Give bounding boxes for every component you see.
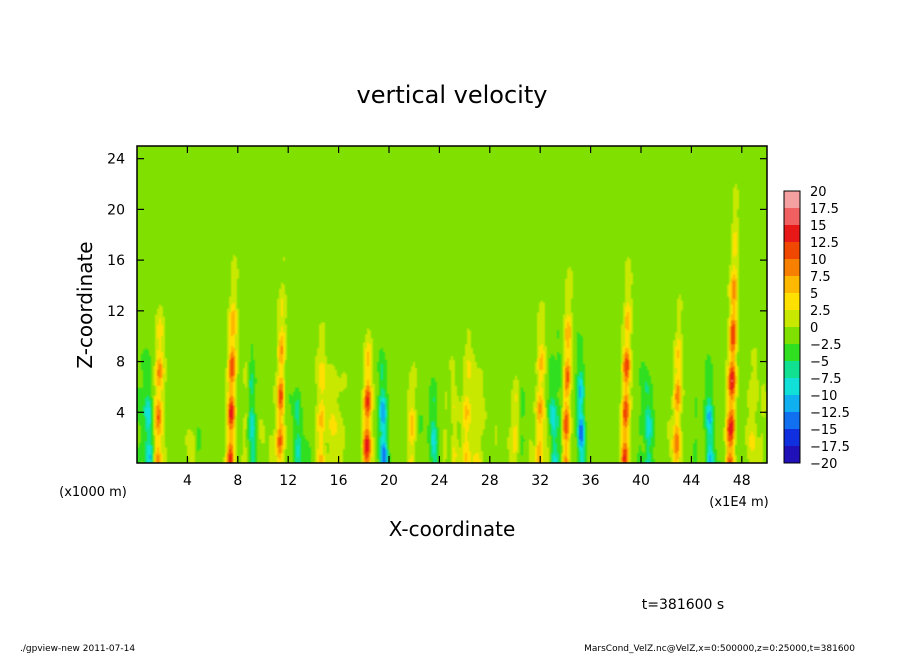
y-tick-label: 12: [107, 304, 125, 320]
colorbar-segment: [784, 242, 800, 260]
x-tick-label: 40: [632, 473, 650, 489]
colorbar-segment: [784, 378, 800, 396]
colorbar-frame: [783, 190, 801, 464]
colorbar-segment: [784, 208, 800, 226]
colorbar-segment: [784, 276, 800, 294]
y-tick-label: 16: [107, 253, 125, 269]
x-tick-label: 48: [733, 473, 751, 489]
colorbar-label: −17.5: [810, 440, 850, 455]
footer-left: ./gpview-new 2011-07-14: [20, 644, 135, 654]
x-tick-label: 8: [233, 473, 242, 489]
colorbar-segment: [784, 191, 800, 209]
y-axis-ticks: 4 8 12 16 20 24: [107, 152, 767, 421]
y-tick-label: 24: [107, 152, 125, 168]
colorbar-segment: [784, 225, 800, 243]
colorbar-label: −10: [810, 389, 837, 404]
colorbar-label: −2.5: [810, 338, 842, 353]
colorbar: [783, 190, 801, 464]
heatmap-field: [137, 146, 767, 463]
plot-area: [136, 145, 768, 464]
y-tick-label: 8: [116, 355, 125, 371]
colorbar-label: 0: [810, 321, 818, 336]
plot-frame: [136, 145, 768, 464]
y-tick-label: 4: [116, 405, 125, 421]
x-tick-label: 16: [330, 473, 348, 489]
colorbar-segment: [784, 446, 800, 464]
colorbar-label: 10: [810, 253, 827, 268]
colorbar-label: 5: [810, 287, 818, 302]
colorbar-segment: [784, 344, 800, 362]
colorbar-segment: [784, 259, 800, 277]
colorbar-segment: [784, 429, 800, 447]
chart-title: vertical velocity: [357, 81, 548, 109]
colorbar-label: 12.5: [810, 236, 839, 251]
x-scale-label: (x1E4 m): [709, 495, 768, 510]
x-tick-label: 44: [682, 473, 700, 489]
colorbar-label: 17.5: [810, 202, 839, 217]
colorbar-segment: [784, 293, 800, 311]
colorbar-label: −20: [810, 457, 837, 472]
y-axis-title: Z-coordinate: [73, 241, 97, 368]
footer-right: MarsCond_VelZ.nc@VelZ,x=0:500000,z=0:250…: [584, 644, 855, 654]
y-scale-label: (x1000 m): [59, 485, 127, 500]
colorbar-labels: 20 17.5 15 12.5 10 7.5 5 2.5 0 −2.5 −5 −7.5 −10 −12.5…: [810, 185, 850, 472]
colorbar-label: −15: [810, 423, 837, 438]
x-tick-label: 4: [183, 473, 192, 489]
x-tick-label: 24: [430, 473, 448, 489]
colorbar-label: 7.5: [810, 270, 831, 285]
colorbar-label: −5: [810, 355, 829, 370]
colorbar-label: −7.5: [810, 372, 842, 387]
colorbar-segment: [784, 361, 800, 379]
colorbar-label: 15: [810, 219, 827, 234]
x-axis-title: X-coordinate: [389, 517, 516, 541]
time-label: t=381600 s: [642, 597, 724, 613]
colorbar-label: −12.5: [810, 406, 850, 421]
x-axis-ticks: 4 8 12 16 20 24 28 32 36 40 44 48: [183, 146, 751, 489]
colorbar-label: 2.5: [810, 304, 831, 319]
x-tick-label: 12: [279, 473, 297, 489]
x-tick-label: 32: [531, 473, 549, 489]
x-tick-label: 28: [481, 473, 499, 489]
colorbar-segment: [784, 395, 800, 413]
colorbar-segment: [784, 310, 800, 328]
x-tick-label: 20: [380, 473, 398, 489]
x-tick-label: 36: [582, 473, 600, 489]
colorbar-segment: [784, 412, 800, 430]
colorbar-label: 20: [810, 185, 827, 200]
y-tick-label: 20: [107, 202, 125, 218]
colorbar-segment: [784, 327, 800, 345]
